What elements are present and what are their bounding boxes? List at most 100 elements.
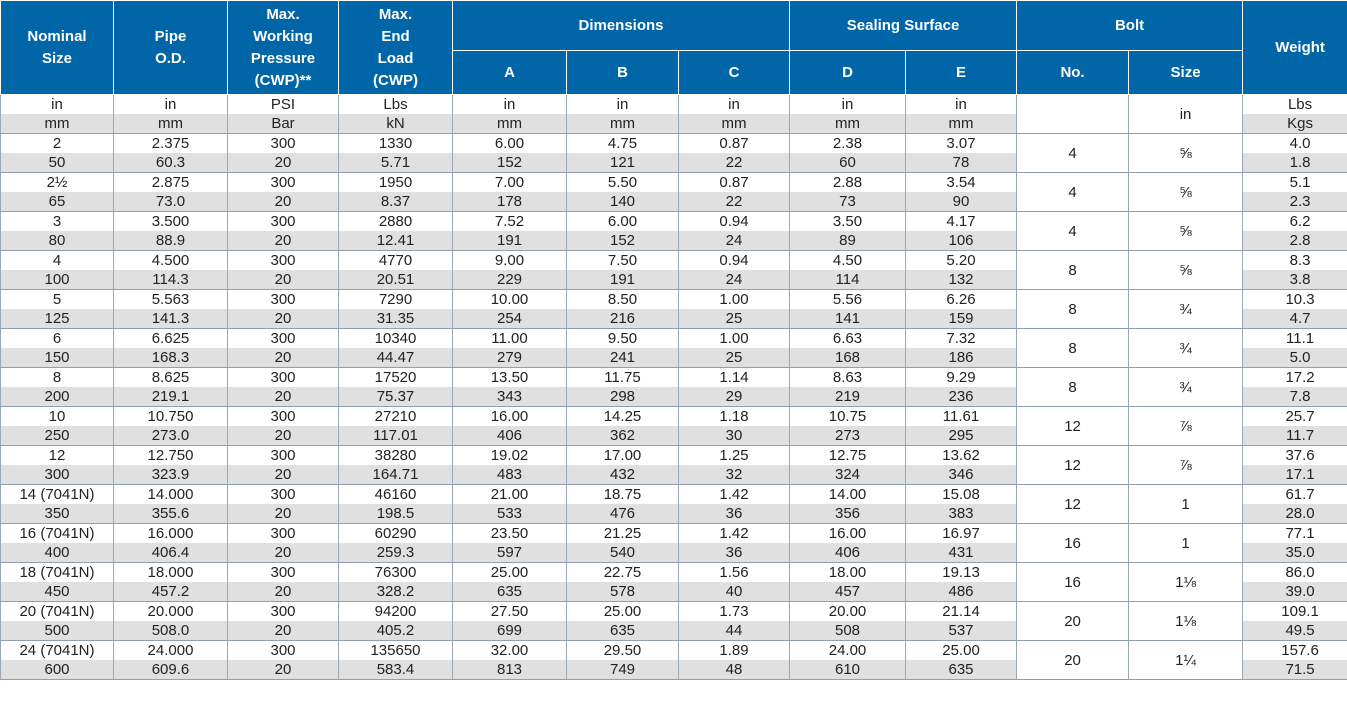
- table-cell: 1.42: [677, 523, 791, 543]
- bolt-size-cell: 1: [1128, 484, 1244, 524]
- table-cell: 11.75: [566, 367, 679, 387]
- table-cell: 300: [227, 328, 339, 348]
- table-cell: 141.3: [113, 309, 228, 329]
- table-cell: 10.750: [113, 406, 228, 426]
- header-dim-b: B: [566, 50, 679, 95]
- bolt-size-cell: ⅝: [1128, 250, 1244, 290]
- table-cell: 635: [905, 660, 1018, 680]
- table-row-metric: 200 219.1 20 75.37 343 298 29 219 236 7.8: [0, 387, 1347, 407]
- table-cell: 164.71: [338, 465, 453, 485]
- table-cell: 813: [452, 660, 567, 680]
- bolt-count-cell: 16: [1016, 562, 1130, 602]
- table-cell: 3.07: [905, 133, 1018, 153]
- table-row-metric: 80 88.9 20 12.41 191 152 24 89 106 2.8: [0, 231, 1347, 251]
- bolt-count-cell: 8: [1016, 289, 1130, 329]
- units-row-imperial: in in PSI Lbs in in in in in in Lbs: [0, 94, 1347, 134]
- bolt-size-cell: ⅝: [1128, 211, 1244, 251]
- table-cell: 20: [227, 582, 339, 602]
- table-cell: 106: [905, 231, 1018, 251]
- unit-cell: kN: [338, 114, 453, 134]
- table-cell: 16.00: [452, 406, 567, 426]
- weight-cell: 39.0: [1242, 582, 1347, 602]
- table-body: in in PSI Lbs in in in in in in Lbs mm m…: [0, 94, 1347, 680]
- table-cell: 22: [677, 192, 791, 212]
- table-cell: 168: [789, 348, 907, 368]
- table-cell: 89: [789, 231, 907, 251]
- bolt-size-cell: 1⅛: [1128, 562, 1244, 602]
- table-cell: 20: [227, 426, 339, 446]
- table-cell: 159: [905, 309, 1018, 329]
- table-cell: 19.02: [452, 445, 567, 465]
- table-cell: 114: [789, 270, 907, 290]
- unit-cell: mm: [789, 114, 907, 134]
- unit-cell: Lbs: [338, 94, 453, 114]
- table-cell: 5: [0, 289, 114, 309]
- table-cell: 29.50: [566, 640, 679, 660]
- table-cell: 450: [0, 582, 114, 602]
- table-cell: 1.00: [677, 328, 791, 348]
- header-max-working-pressure: Max. Working Pressure (CWP)**: [227, 0, 339, 95]
- table-cell: 141: [789, 309, 907, 329]
- table-cell: 24.00: [789, 640, 907, 660]
- table-cell: 16 (7041N): [0, 523, 114, 543]
- table-cell: 73.0: [113, 192, 228, 212]
- table-cell: 20.000: [113, 601, 228, 621]
- table-cell: 168.3: [113, 348, 228, 368]
- table-row-imperial: 5 5.563 300 7290 10.00 8.50 1.00 5.56 6.26 8 ¾ 10.3: [0, 289, 1347, 329]
- weight-cell: 5.1: [1242, 172, 1347, 192]
- bolt-size-cell: ⅝: [1128, 133, 1244, 173]
- table-cell: 50: [0, 153, 114, 173]
- unit-cell: in: [566, 94, 679, 114]
- table-cell: 219: [789, 387, 907, 407]
- flange-spec-table: Nominal Size Pipe O.D. Max. Working Pressur…: [0, 0, 1347, 680]
- table-cell: 78: [905, 153, 1018, 173]
- table-cell: 17.00: [566, 445, 679, 465]
- table-cell: 0.94: [677, 211, 791, 231]
- table-cell: 60: [789, 153, 907, 173]
- table-row-imperial: 2 2.375 300 1330 6.00 4.75 0.87 2.38 3.07 4 ⅝ 4.0: [0, 133, 1347, 173]
- table-cell: 254: [452, 309, 567, 329]
- table-cell: 1.56: [677, 562, 791, 582]
- table-row-imperial: 20 (7041N) 20.000 300 94200 27.50 25.00 1.73 20…: [0, 601, 1347, 641]
- table-cell: 300: [227, 172, 339, 192]
- unit-cell-weight: Lbs: [1242, 94, 1347, 114]
- table-cell: 24.000: [113, 640, 228, 660]
- unit-cell: mm: [452, 114, 567, 134]
- table-cell: 10.00: [452, 289, 567, 309]
- weight-cell: 10.3: [1242, 289, 1347, 309]
- table-cell: 0.87: [677, 172, 791, 192]
- table-cell: 597: [452, 543, 567, 563]
- table-cell: 356: [789, 504, 907, 524]
- header-seal-d: D: [789, 50, 907, 95]
- bolt-count-cell: 8: [1016, 367, 1130, 407]
- table-cell: 483: [452, 465, 567, 485]
- unit-cell: in: [113, 94, 228, 114]
- table-cell: 9.00: [452, 250, 567, 270]
- table-cell: 300: [227, 640, 339, 660]
- table-row-metric: 450 457.2 20 328.2 635 578 40 457 486 39.0: [0, 582, 1347, 602]
- weight-cell: 3.8: [1242, 270, 1347, 290]
- table-cell: 1.89: [677, 640, 791, 660]
- header-bolt: Bolt: [1016, 0, 1244, 51]
- table-cell: 125: [0, 309, 114, 329]
- table-cell: 20: [227, 504, 339, 524]
- table-cell: 406: [452, 426, 567, 446]
- table-cell: 152: [566, 231, 679, 251]
- table-cell: 10: [0, 406, 114, 426]
- table-cell: 533: [452, 504, 567, 524]
- table-row-metric: 300 323.9 20 164.71 483 432 32 324 346 17.1: [0, 465, 1347, 485]
- unit-cell: mm: [566, 114, 679, 134]
- unit-cell: in: [0, 94, 114, 114]
- table-cell: 20: [227, 231, 339, 251]
- table-cell: 88.9: [113, 231, 228, 251]
- table-cell: 3.500: [113, 211, 228, 231]
- table-cell: 635: [566, 621, 679, 641]
- table-cell: 362: [566, 426, 679, 446]
- weight-cell: 2.8: [1242, 231, 1347, 251]
- weight-cell: 35.0: [1242, 543, 1347, 563]
- weight-cell: 71.5: [1242, 660, 1347, 680]
- table-cell: 300: [227, 601, 339, 621]
- bolt-count-cell: 8: [1016, 328, 1130, 368]
- table-cell: 16.000: [113, 523, 228, 543]
- table-cell: 22: [677, 153, 791, 173]
